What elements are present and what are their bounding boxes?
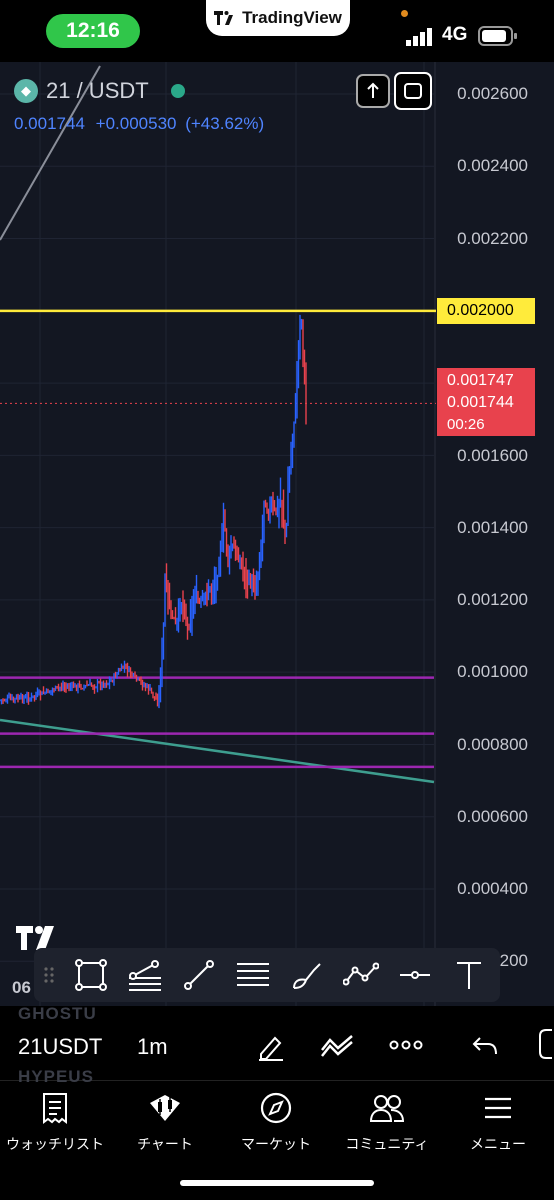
network-type: 4G [442,24,468,45]
quote-change-pct: (+43.62%) [185,114,265,133]
recording-dot [401,10,408,17]
text-icon[interactable] [442,948,496,1002]
price-axis-label: 0.000400 [457,879,528,898]
drawing-toolbar[interactable] [34,948,500,1002]
price-axis-label: 0.001000 [457,662,528,681]
indicators-icon[interactable] [320,1032,354,1060]
gray-trend-line [0,65,101,241]
arrow-up-icon [367,82,379,98]
nav-markets[interactable]: マーケット [221,1090,331,1154]
fullscreen-button[interactable] [394,72,432,110]
tradingview-logo-icon [214,11,234,25]
tradingview-watermark-icon [16,926,54,950]
last-price: 0.001744 [447,394,514,411]
symbol-header[interactable]: ◆ 21 / USDT [14,78,185,104]
arrow-up-button[interactable] [356,74,390,108]
path-icon[interactable] [334,948,388,1002]
ghost-symbol: GHOSTU [18,1004,97,1023]
last-price-tag: 0.001747 0.001744 00:26 [437,368,535,436]
compass-icon [260,1092,292,1124]
nav-markets-label: マーケット [241,1136,311,1152]
price-axis-label: 0.001400 [457,518,528,537]
quote-line: 0.001744 +0.000530 (+43.62%) [14,114,264,134]
watchlist-icon [43,1093,67,1124]
symbol-logo-icon: ◆ [14,79,38,103]
quote-change: +0.000530 [95,114,177,133]
chart-icon [150,1095,180,1121]
drag-handle-icon[interactable] [34,966,64,984]
nav-chart[interactable]: チャート [110,1090,220,1154]
high-price: 0.001747 [447,372,514,389]
yellow-level-tag: 0.002000 [437,298,535,324]
horizontal-lines-icon[interactable] [226,948,280,1002]
home-indicator [180,1180,374,1186]
nav-community-label: コミュニティ [345,1136,429,1152]
redo-partial-icon[interactable] [536,1028,554,1060]
quote-last: 0.001744 [14,114,85,133]
price-axis-label: 0.001600 [457,446,528,465]
rectangle-icon[interactable] [64,948,118,1002]
nav-chart-label: チャート [137,1136,193,1152]
interval-selector[interactable]: 1m [137,1034,168,1059]
brand-pill: TradingView [206,0,350,36]
price-axis-label: 0.002200 [457,229,528,248]
nav-menu[interactable]: メニュー [443,1090,553,1154]
more-icon[interactable] [389,1040,423,1050]
nav-watchlist[interactable]: ウォッチリスト [0,1090,110,1154]
price-axis-label: 0.000600 [457,807,528,826]
time-axis-label: 06 [12,978,31,997]
horizontal-ray-icon[interactable] [388,948,442,1002]
nav-menu-label: メニュー [470,1136,526,1152]
teal-trend-line [0,718,435,784]
menu-icon [485,1097,511,1119]
trend-line-icon[interactable] [172,948,226,1002]
price-axis-label: 0.000800 [457,735,528,754]
community-icon [369,1095,405,1122]
brush-icon[interactable] [280,948,334,1002]
fib-retracement-icon[interactable] [118,948,172,1002]
bar-countdown: 00:26 [447,416,485,433]
price-axis-label: 0.002600 [457,84,528,103]
undo-icon[interactable] [472,1032,500,1058]
price-axis-label: 0.002400 [457,156,528,175]
price-chart[interactable] [0,62,554,1006]
signal-icon [406,28,432,46]
symbol-name[interactable]: 21 / USDT [46,78,149,103]
brand-name: TradingView [242,8,342,27]
clock: 12:16 [46,14,140,48]
nav-watchlist-label: ウォッチリスト [6,1136,104,1152]
price-axis-label: 200 [499,951,528,970]
nav-community[interactable]: コミュニティ [332,1090,442,1154]
expand-icon [404,83,422,99]
chart-area[interactable] [0,62,554,1006]
toolbar-symbol[interactable]: 21USDT [18,1034,103,1059]
price-axis-label: 0.001200 [457,590,528,609]
battery-icon [478,26,517,46]
pen-icon[interactable] [255,1030,287,1062]
ghost-symbol: HYPEUS [18,1067,94,1086]
symbol-toolbar [0,1022,554,1080]
market-open-dot [170,84,185,98]
